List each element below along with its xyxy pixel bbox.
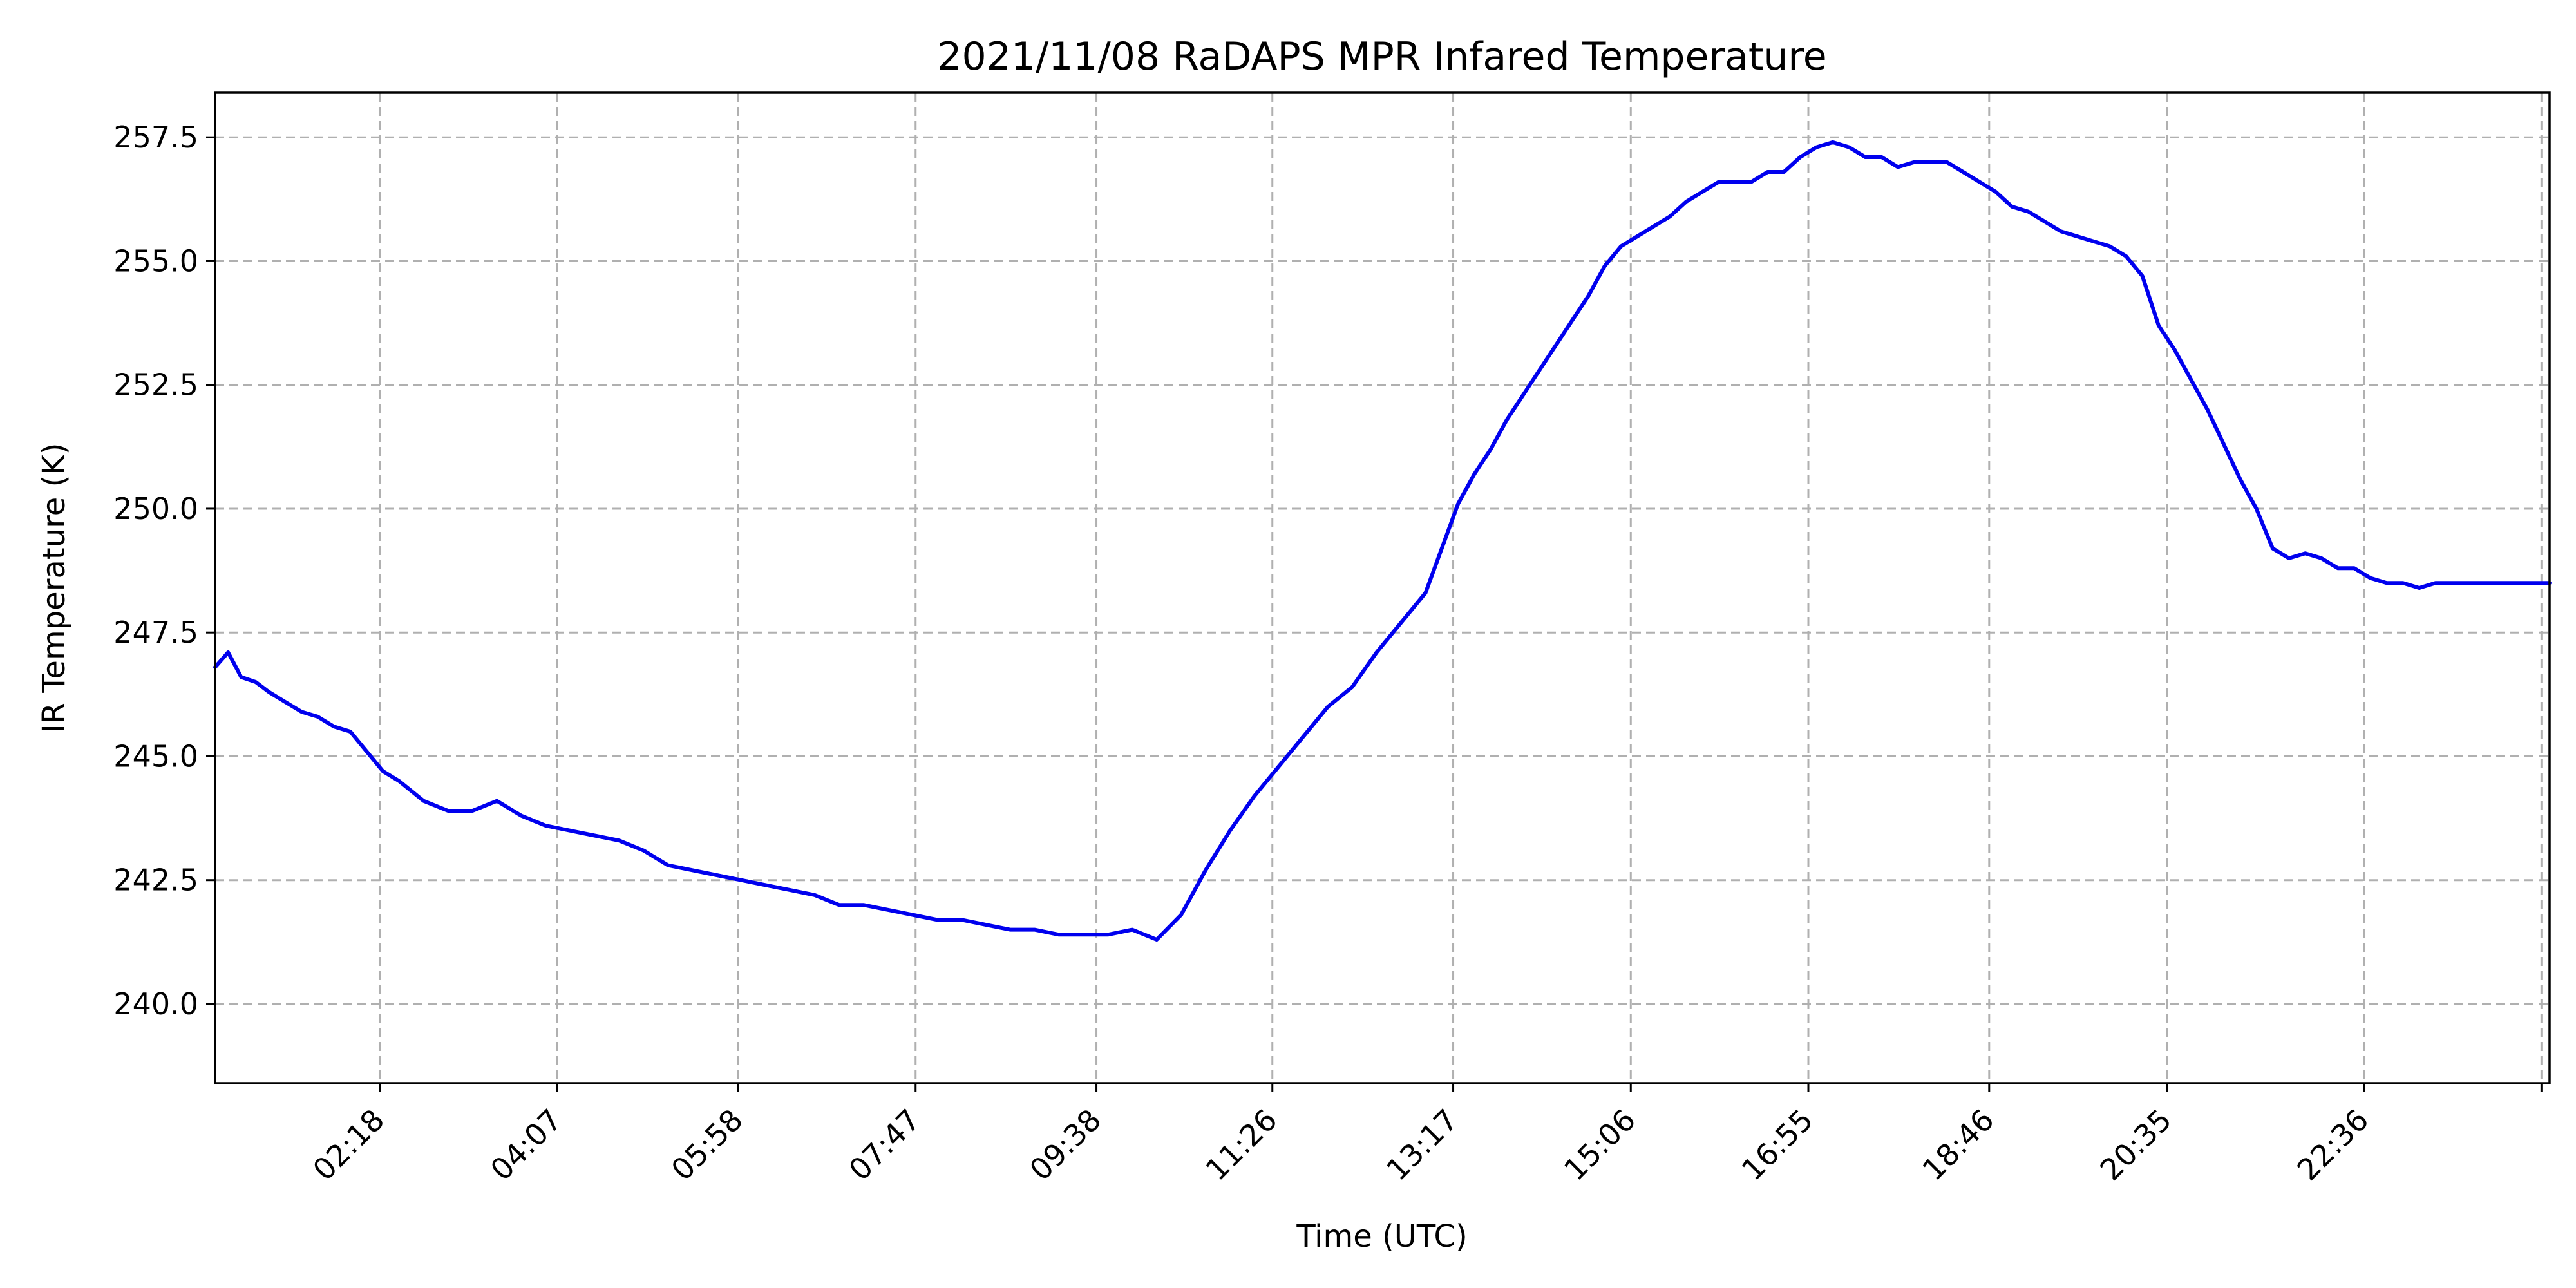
y-tick-label: 257.5 [113,120,198,155]
series-line [213,140,2552,942]
chart-title: 2021/11/08 RaDAPS MPR Infared Temperatur… [937,34,1826,79]
y-tick-label: 245.0 [113,739,198,773]
y-tick-label: 255.0 [113,243,198,278]
plot-frame [214,91,2551,1084]
y-tick-label: 252.5 [113,368,198,402]
y-axis-label: IR Temperature (K) [36,442,72,733]
y-tick-label: 242.5 [113,863,198,898]
grid-layer [215,93,2550,1083]
x-axis-label: Time (UTC) [1296,1218,1467,1255]
y-tick-label: 240.0 [113,987,198,1021]
y-tick-label: 250.0 [113,491,198,526]
y-tick-label: 247.5 [113,615,198,650]
series-layer [213,140,2552,942]
